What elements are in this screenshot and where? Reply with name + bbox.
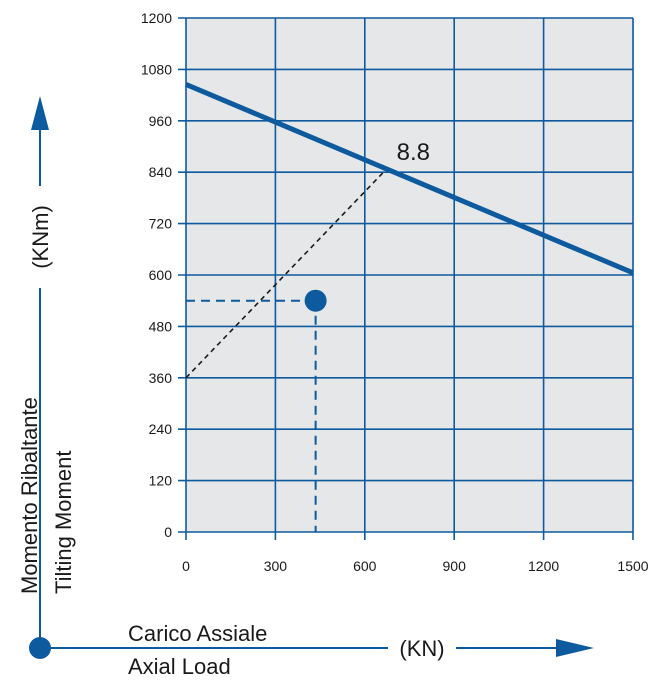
y-tick-label: 720 <box>149 216 173 232</box>
x-tick-label: 300 <box>264 558 288 574</box>
x-tick-label: 1200 <box>528 558 559 574</box>
y-tick-label: 360 <box>149 370 173 386</box>
y-axis-unit: (KNm) <box>28 205 53 269</box>
x-axis-title-line1: Carico Assiale <box>128 621 267 646</box>
y-tick-label: 840 <box>149 164 173 180</box>
y-tick-label: 1200 <box>141 10 172 26</box>
x-tick-label: 600 <box>353 558 377 574</box>
y-tick-label: 600 <box>149 267 173 283</box>
y-axis-title-line1: Momento Ribaltante <box>17 397 42 594</box>
y-tick-label: 480 <box>149 318 173 334</box>
y-tick-label: 1080 <box>141 61 172 77</box>
operating-point <box>304 289 327 312</box>
series-label: 8.8 <box>397 139 430 166</box>
y-arrow-head <box>31 96 49 130</box>
series-line <box>185 82 634 276</box>
y-tick-label: 960 <box>149 113 173 129</box>
reference-dashed-line <box>185 172 384 379</box>
x-tick-label: 900 <box>443 558 467 574</box>
y-tick-label: 120 <box>149 473 173 489</box>
x-axis-title-line2: Axial Load <box>128 654 231 679</box>
x-arrow-head <box>556 639 594 657</box>
x-tick-label: 1500 <box>617 558 648 574</box>
y-tick-label: 240 <box>149 421 173 437</box>
x-tick-label: 0 <box>182 558 190 574</box>
axes-origin-dot <box>29 637 51 659</box>
y-axis-title-line2: Tilting Moment <box>51 451 76 594</box>
x-axis-unit: (KN) <box>399 636 444 661</box>
y-tick-label: 0 <box>164 524 172 540</box>
